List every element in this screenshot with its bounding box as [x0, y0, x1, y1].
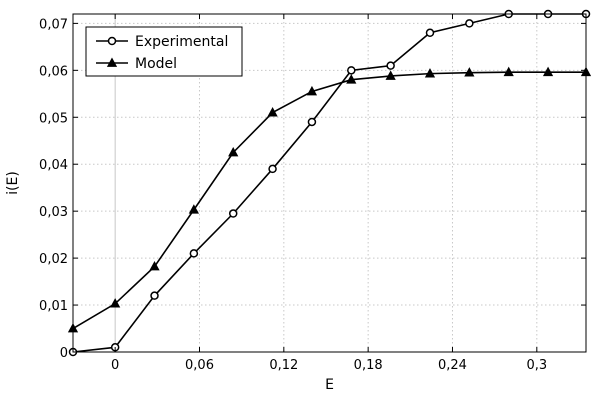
series-model	[67, 66, 592, 333]
data-point	[425, 28, 435, 38]
data-point	[542, 66, 554, 77]
data-point	[228, 146, 239, 157]
x-tick-label: 0,18	[354, 358, 383, 373]
series-line	[72, 71, 586, 330]
legend-box	[85, 26, 243, 77]
data-point	[386, 61, 395, 70]
y-tick-label: 0,06	[39, 64, 68, 79]
data-point	[267, 107, 278, 117]
data-point	[150, 291, 159, 300]
data-point	[385, 70, 396, 80]
data-point	[424, 68, 436, 78]
data-point	[306, 85, 318, 96]
series-line	[72, 13, 586, 353]
data-point	[464, 67, 475, 77]
data-point	[346, 74, 357, 84]
data-point	[503, 66, 514, 77]
y-tick-label: 0,07	[39, 17, 68, 32]
y-tick-label: 0,03	[39, 205, 68, 220]
data-point	[307, 117, 317, 127]
legend-marker-circle	[107, 36, 117, 46]
x-tick-label: 0,12	[269, 358, 298, 373]
y-axis-title: i(E)	[5, 171, 21, 195]
y-tick-label: 0,04	[39, 158, 68, 173]
x-tick-label: 0,06	[185, 358, 214, 373]
data-point	[188, 204, 199, 214]
data-point	[268, 164, 277, 174]
legend-marker-triangle	[106, 57, 118, 67]
y-tick-label: 0	[60, 346, 68, 361]
data-point	[149, 261, 160, 271]
y-tick-label: 0,01	[39, 299, 68, 314]
plot-frame	[72, 13, 587, 353]
y-tick-label: 0,05	[39, 111, 68, 126]
data-point	[189, 249, 199, 258]
data-point	[465, 19, 474, 28]
data-point	[347, 66, 356, 75]
y-tick-label: 0,02	[39, 252, 68, 267]
legend-label-experimental: Experimental	[135, 34, 228, 50]
data-point	[228, 209, 238, 218]
data-point	[110, 298, 121, 308]
x-tick-label: 0,3	[526, 358, 547, 373]
legend: Experimental Model	[85, 26, 243, 77]
x-tick-label: 0,24	[438, 358, 467, 373]
axis-ticks: 0 0,06 0,12 0,18 0,24 0,3 0 0,01 0,02 0,03 0,04 0,0…	[39, 14, 586, 373]
x-tick-label: 0	[111, 358, 119, 373]
legend-label-model: Model	[135, 56, 177, 72]
x-axis-title: E	[325, 377, 334, 393]
